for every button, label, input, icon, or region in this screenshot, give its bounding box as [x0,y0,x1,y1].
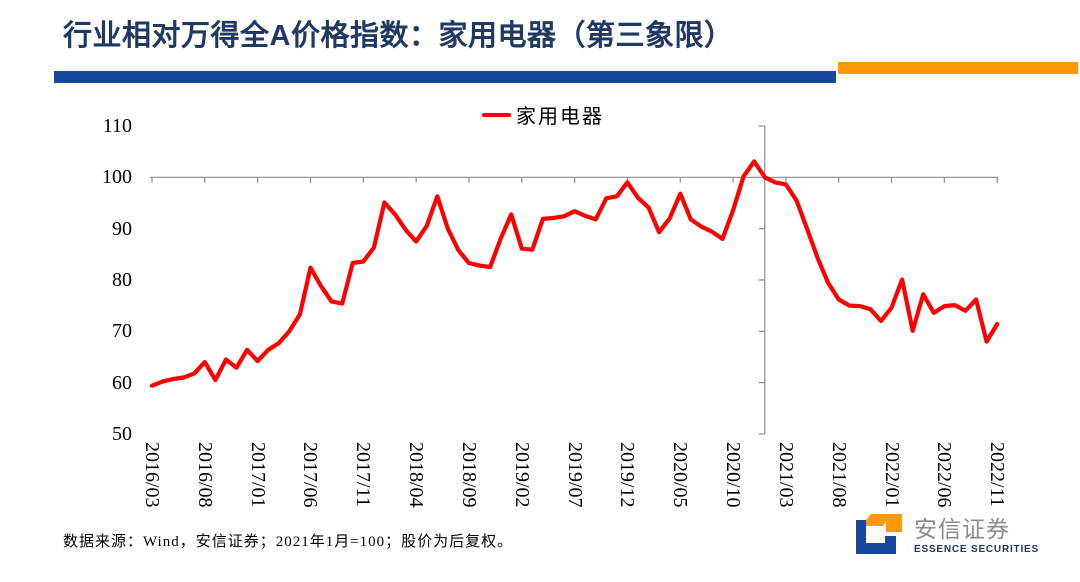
legend: 家用电器 [482,100,604,129]
chart-title: 行业相对万得全A价格指数：家用电器（第三象限） [63,20,734,52]
x-tick-label: 2018/09 [457,442,480,508]
x-tick-label: 2019/07 [563,442,586,508]
x-tick-label: 2019/02 [510,442,533,508]
x-tick-label: 2020/10 [722,442,745,508]
company-logo: 安信证券 ESSENCE SECURITIES [856,514,1039,555]
y-tick-label: 110 [102,114,132,137]
x-tick-label: 2020/05 [669,442,692,508]
x-tick-label: 2016/03 [141,442,163,508]
price-line-series [149,159,1000,388]
x-tick-label: 2022/11 [986,442,1009,507]
logo-cube-face [886,514,902,532]
title-underline-orange [838,62,1078,74]
title-underline-blue [54,71,836,83]
source-note: 数据来源：Wind，安信证券；2021年1月=100；股价为后复权。 [63,534,514,550]
legend-line-swatch [482,112,511,117]
x-tick-label: 2018/04 [405,442,428,508]
x-tick-label: 2022/01 [880,442,903,508]
legend-label: 家用电器 [516,106,604,128]
x-tick-label: 2022/06 [933,442,956,508]
logo-mark-icon [856,514,902,554]
logo-text-en: ESSENCE SECURITIES [914,544,1039,555]
y-tick-label: 90 [112,217,132,240]
x-tick-label: 2017/11 [352,442,375,507]
x-tick-label: 2016/08 [193,442,216,508]
logo-top-face [861,514,890,526]
y-tick-label: 70 [112,320,132,343]
y-tick-label: 60 [112,371,132,394]
y-tick-label: 50 [112,422,132,445]
x-tick-label: 2017/01 [246,442,269,508]
x-tick-label: 2021/08 [827,442,850,508]
x-tick-label: 2021/03 [774,442,797,508]
y-tick-label: 100 [102,166,132,189]
x-tick-label: 2019/12 [616,442,639,508]
logo-text-cn: 安信证券 [914,516,1010,542]
y-tick-label: 80 [112,268,132,291]
logo-bracket [856,520,896,554]
x-tick-label: 2017/06 [299,442,322,508]
